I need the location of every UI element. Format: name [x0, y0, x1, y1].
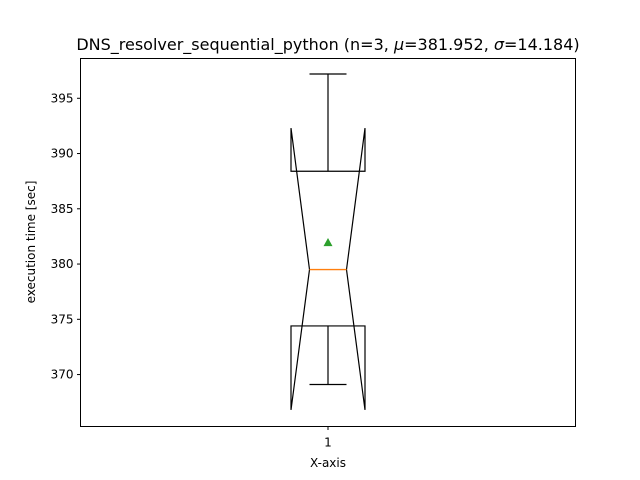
title-n: n=3 — [350, 35, 384, 54]
title-sep-2: , — [484, 35, 494, 54]
title-sigma-symbol: σ — [494, 35, 505, 54]
box-series — [290, 73, 366, 411]
title-sigma-value: =14.184 — [504, 35, 573, 54]
x-axis-label: X-axis — [310, 456, 346, 470]
title-open-paren: ( — [339, 35, 350, 54]
y-tick-label: 370 — [51, 368, 74, 382]
x-axis-ticks: 1 — [324, 426, 332, 450]
title-name: DNS_resolver_sequential_python — [76, 35, 338, 55]
y-tick-label: 395 — [51, 91, 74, 105]
title-mu-symbol: μ — [393, 35, 404, 54]
notched-box — [290, 128, 366, 411]
y-tick-label: 385 — [51, 202, 74, 216]
x-tick-label: 1 — [324, 436, 332, 450]
y-axis-ticks: 370 375 380 385 390 395 — [51, 91, 81, 382]
title-close-paren: ) — [573, 35, 579, 54]
title-sep-1: , — [384, 35, 394, 54]
y-tick-label: 375 — [51, 312, 74, 326]
title-mu-value: =381.952 — [404, 35, 484, 54]
chart-title: DNS_resolver_sequential_python (n=3, μ=3… — [76, 35, 579, 55]
y-axis-label: execution time [sec] — [24, 181, 38, 304]
y-tick-label: 380 — [51, 257, 74, 271]
y-tick-label: 390 — [51, 147, 74, 161]
mean-marker — [323, 237, 333, 247]
